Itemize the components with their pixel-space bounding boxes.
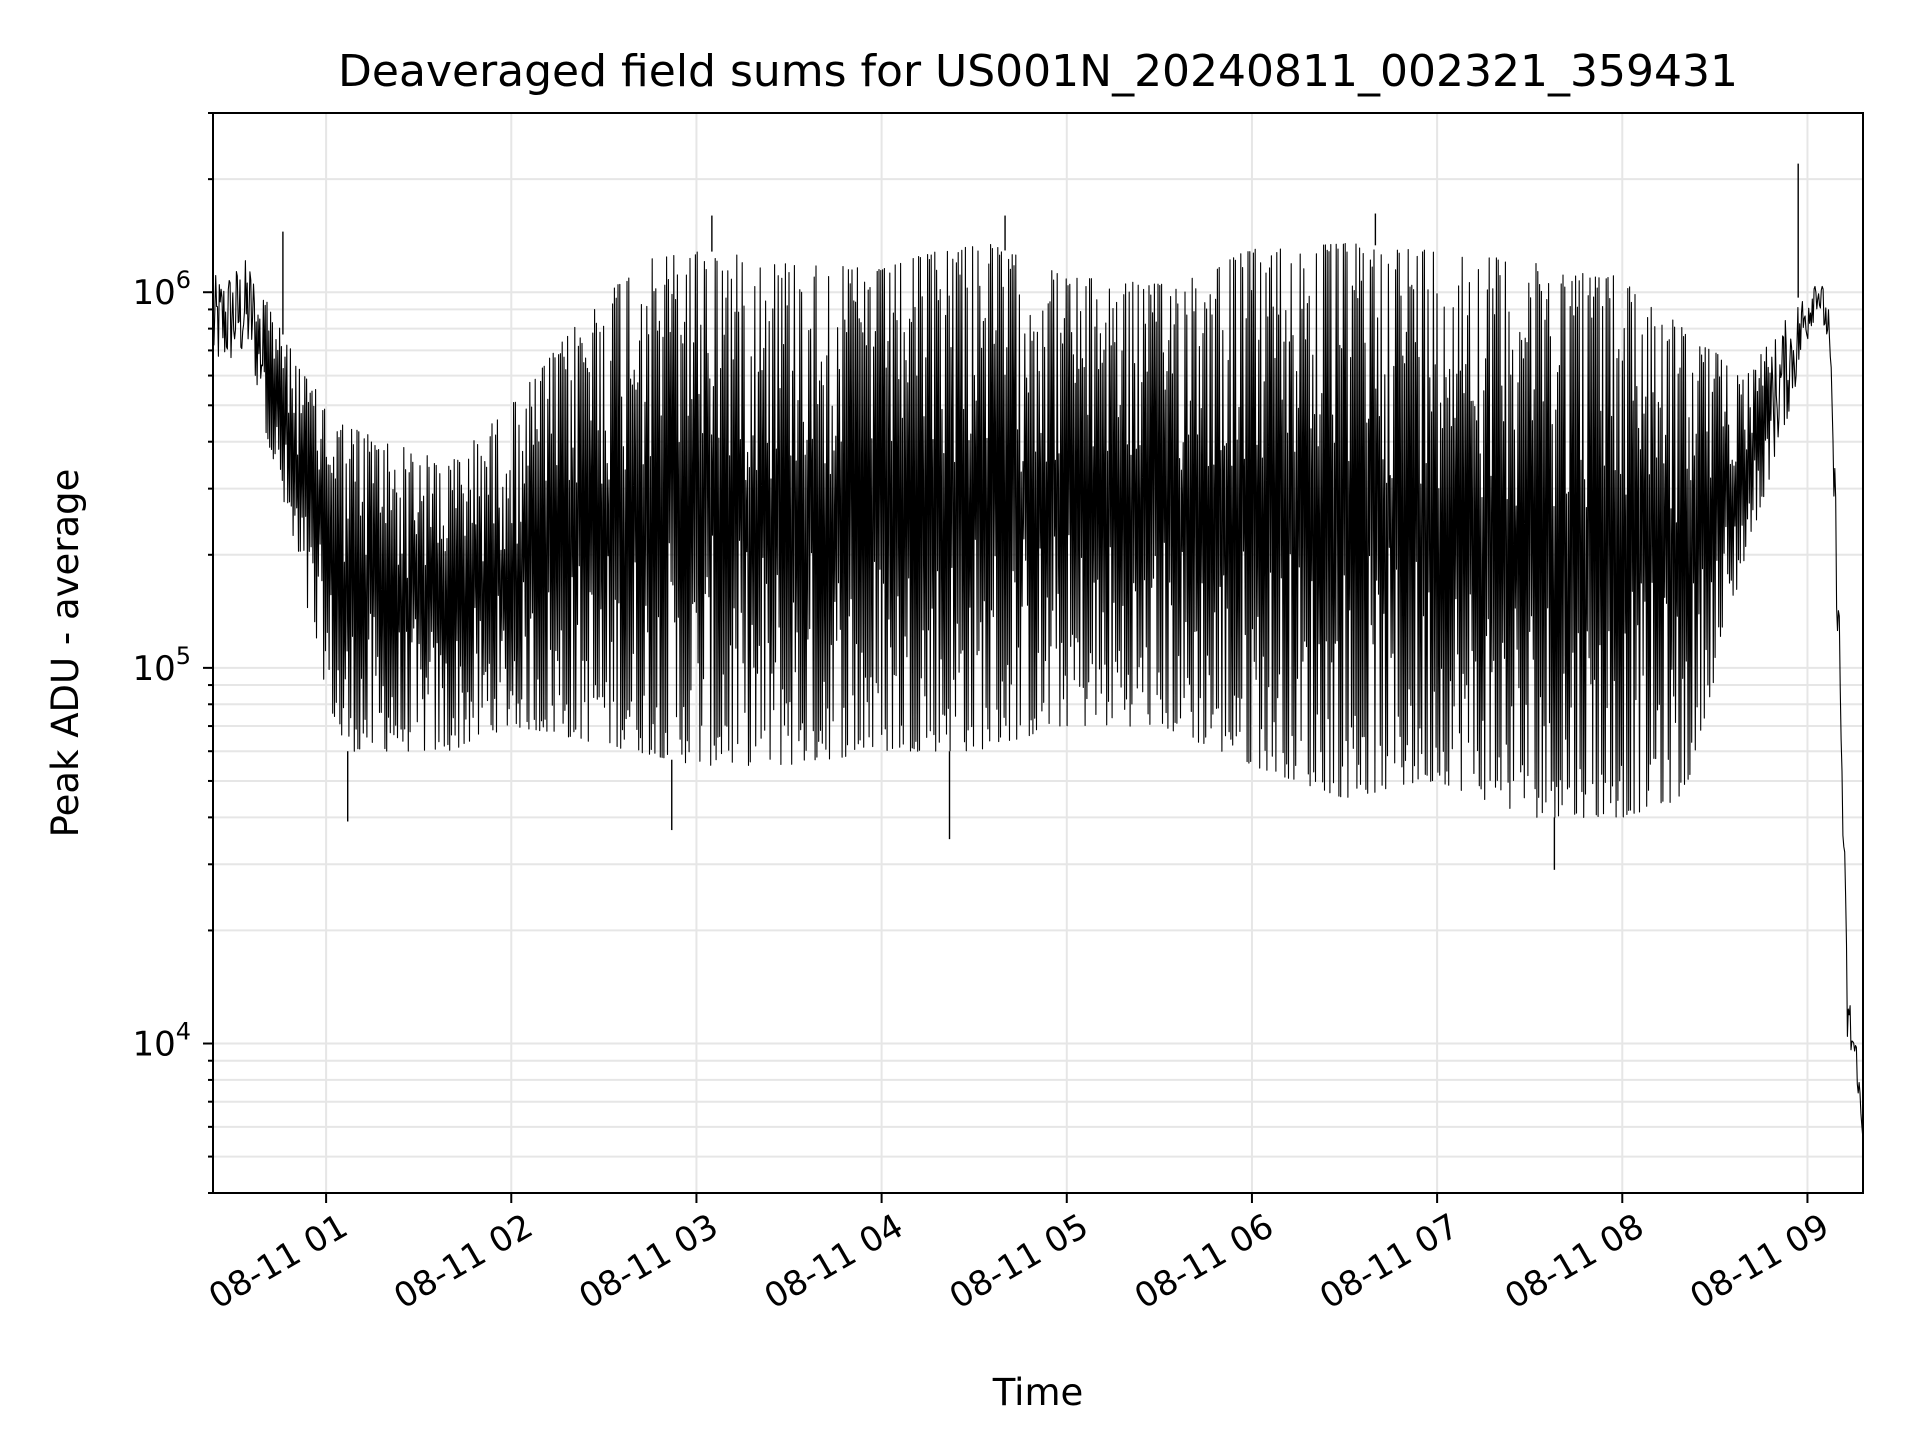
plot-data xyxy=(213,163,1863,1137)
y-axis-ticks: 104 105 106 xyxy=(132,112,213,1194)
y-axis-label: Peak ADU - average xyxy=(44,469,87,838)
x-axis-label: Time xyxy=(992,1371,1084,1414)
plot-frame xyxy=(212,112,1864,1194)
y-tick-label: 105 xyxy=(132,642,191,689)
y-tick-label: 106 xyxy=(132,266,191,313)
y-tick-label: 104 xyxy=(132,1018,191,1065)
chart-title: Deaveraged field sums for US001N_2024081… xyxy=(338,46,1738,97)
series-line xyxy=(213,243,1863,1137)
